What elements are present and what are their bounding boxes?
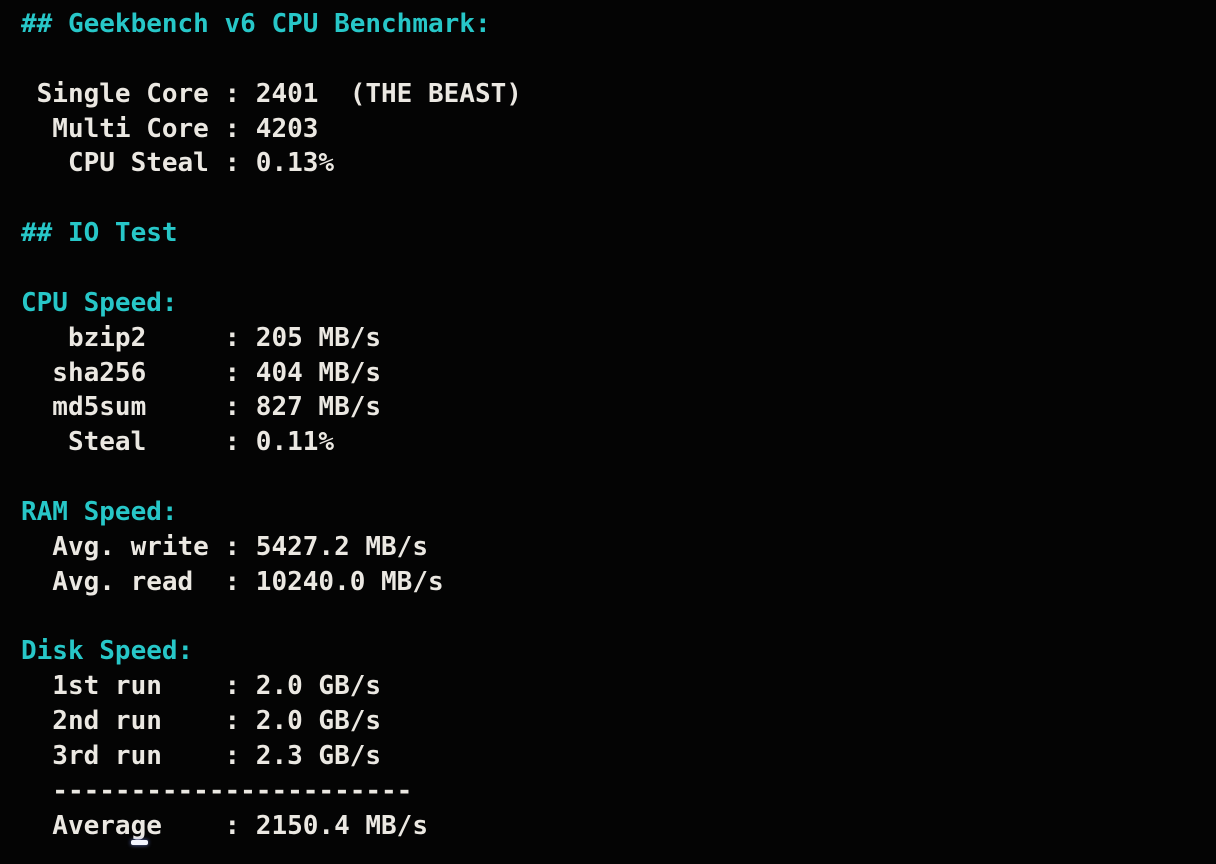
terminal-text-line: Steal : 0.11%	[21, 427, 335, 458]
terminal-heading-line: ## Geekbench v6 CPU Benchmark:	[21, 9, 491, 39]
terminal-heading-line: ## IO Test	[21, 218, 178, 249]
terminal-text-line: 1st run : 2.0 GB/s	[21, 671, 382, 702]
terminal-text-line	[21, 600, 1216, 635]
cutoff-glyph-artifact	[131, 840, 148, 845]
terminal-heading-line: Disk Speed:	[21, 636, 194, 667]
terminal-text-line: Single Core : 2401 (THE BEAST)	[21, 78, 522, 109]
terminal-text-line: sha256 : 404 MB/s	[21, 357, 382, 388]
terminal-text-line: Multi Core : 4203	[21, 113, 319, 144]
terminal-heading-line: RAM Speed:	[21, 497, 178, 528]
terminal-heading-line: CPU Speed:	[21, 287, 178, 318]
terminal-text-line	[21, 460, 1216, 495]
terminal-text-line: CPU Steal : 0.13%	[21, 148, 335, 179]
terminal-output: ## Geekbench v6 CPU Benchmark: Single Co…	[21, 9, 1216, 841]
terminal-text-line: -----------------------	[21, 775, 413, 806]
terminal-text-line	[21, 181, 1216, 216]
terminal-text-line: 2nd run : 2.0 GB/s	[21, 706, 382, 737]
terminal-text-line: Avg. read : 10240.0 MB/s	[21, 566, 444, 597]
terminal-text-line: 3rd run : 2.3 GB/s	[21, 741, 382, 772]
terminal-text-line: Average : 2150.4 MB/s	[21, 810, 428, 841]
terminal-text-line: bzip2 : 205 MB/s	[21, 322, 382, 353]
terminal-text-line	[21, 251, 1216, 286]
terminal-text-line: md5sum : 827 MB/s	[21, 392, 382, 423]
terminal-text-line	[21, 42, 1216, 77]
terminal-text-line: Avg. write : 5427.2 MB/s	[21, 531, 428, 562]
